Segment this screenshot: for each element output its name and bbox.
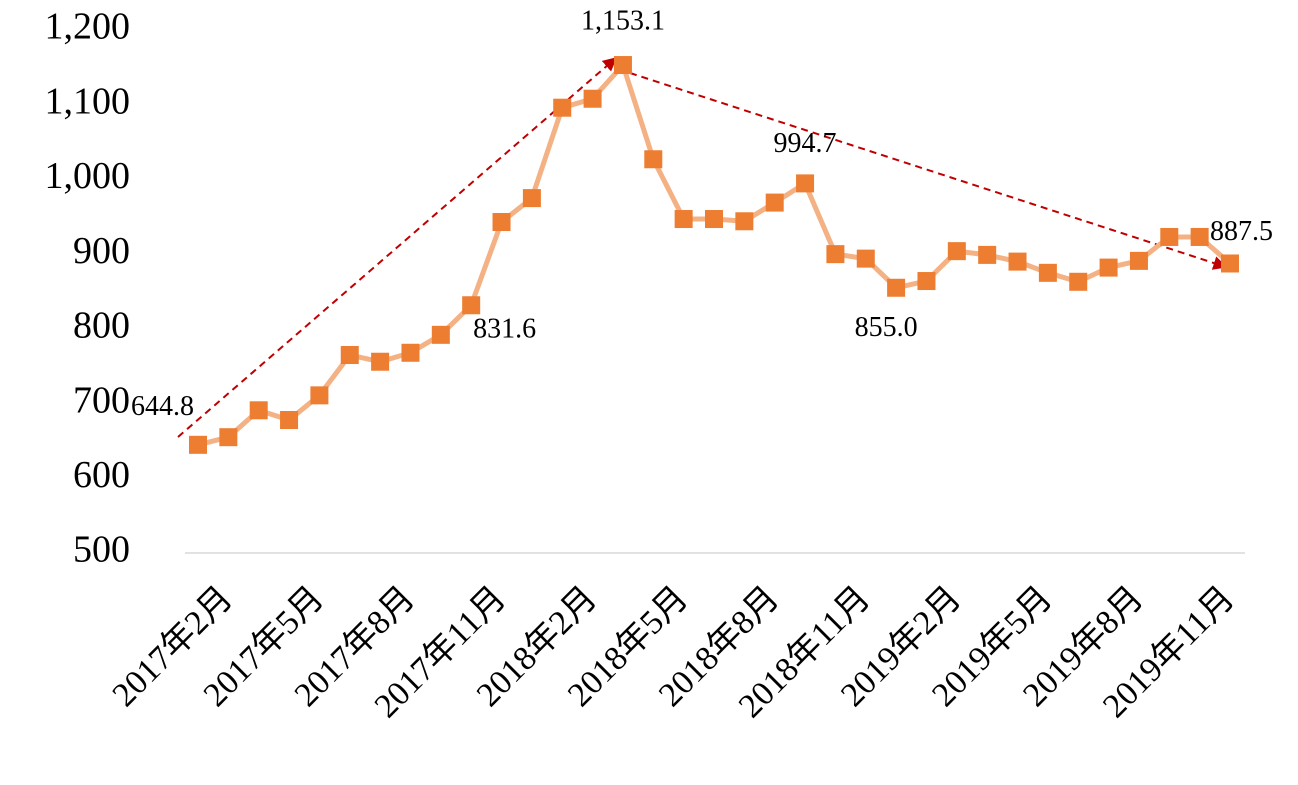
data-point	[249, 401, 268, 420]
data-point	[856, 249, 875, 268]
data-point	[796, 174, 815, 193]
data-label: 1,153.1	[581, 5, 665, 36]
data-point	[1221, 254, 1239, 273]
data-point	[705, 210, 723, 229]
data-point	[1190, 227, 1209, 246]
data-point	[1129, 251, 1148, 270]
data-point	[280, 411, 299, 430]
data-point	[431, 325, 450, 344]
data-point	[583, 89, 602, 108]
data-point	[887, 278, 906, 297]
y-tick-label: 1,000	[45, 155, 131, 197]
y-tick-label: 800	[73, 305, 130, 347]
data-point	[219, 428, 238, 447]
y-tick-label: 900	[73, 230, 130, 272]
data-point	[735, 212, 754, 231]
data-label: 887.5	[1210, 216, 1273, 247]
data-point	[553, 98, 572, 117]
data-point	[826, 245, 845, 264]
data-label: 855.0	[855, 312, 918, 343]
data-label: 994.7	[774, 128, 837, 159]
series-line	[197, 62, 1232, 448]
y-tick-label: 1,100	[45, 80, 131, 122]
data-point	[644, 150, 663, 169]
data-point	[310, 386, 329, 405]
trend-arrow	[629, 72, 1228, 270]
data-point	[1008, 252, 1027, 271]
data-point	[462, 296, 481, 315]
data-point	[765, 193, 784, 212]
trend-arrow	[177, 57, 618, 438]
data-point	[401, 343, 420, 362]
data-point	[978, 245, 997, 264]
y-tick-label: 1,200	[45, 6, 131, 48]
data-point	[492, 213, 511, 232]
data-label: 831.6	[473, 314, 536, 345]
y-tick-label: 500	[73, 529, 130, 571]
y-tick-label: 600	[73, 454, 130, 496]
data-point	[522, 189, 541, 208]
data-point	[1038, 263, 1057, 282]
data-point	[189, 435, 207, 454]
data-point	[674, 210, 693, 229]
data-label: 644.8	[131, 391, 194, 422]
y-tick-label: 700	[73, 379, 130, 421]
data-point	[1099, 258, 1118, 277]
data-point	[1160, 227, 1179, 246]
data-point	[613, 56, 632, 75]
data-point	[340, 346, 359, 365]
data-point	[947, 242, 966, 261]
data-point	[1069, 272, 1088, 291]
data-point	[917, 272, 936, 291]
data-point	[371, 352, 390, 371]
